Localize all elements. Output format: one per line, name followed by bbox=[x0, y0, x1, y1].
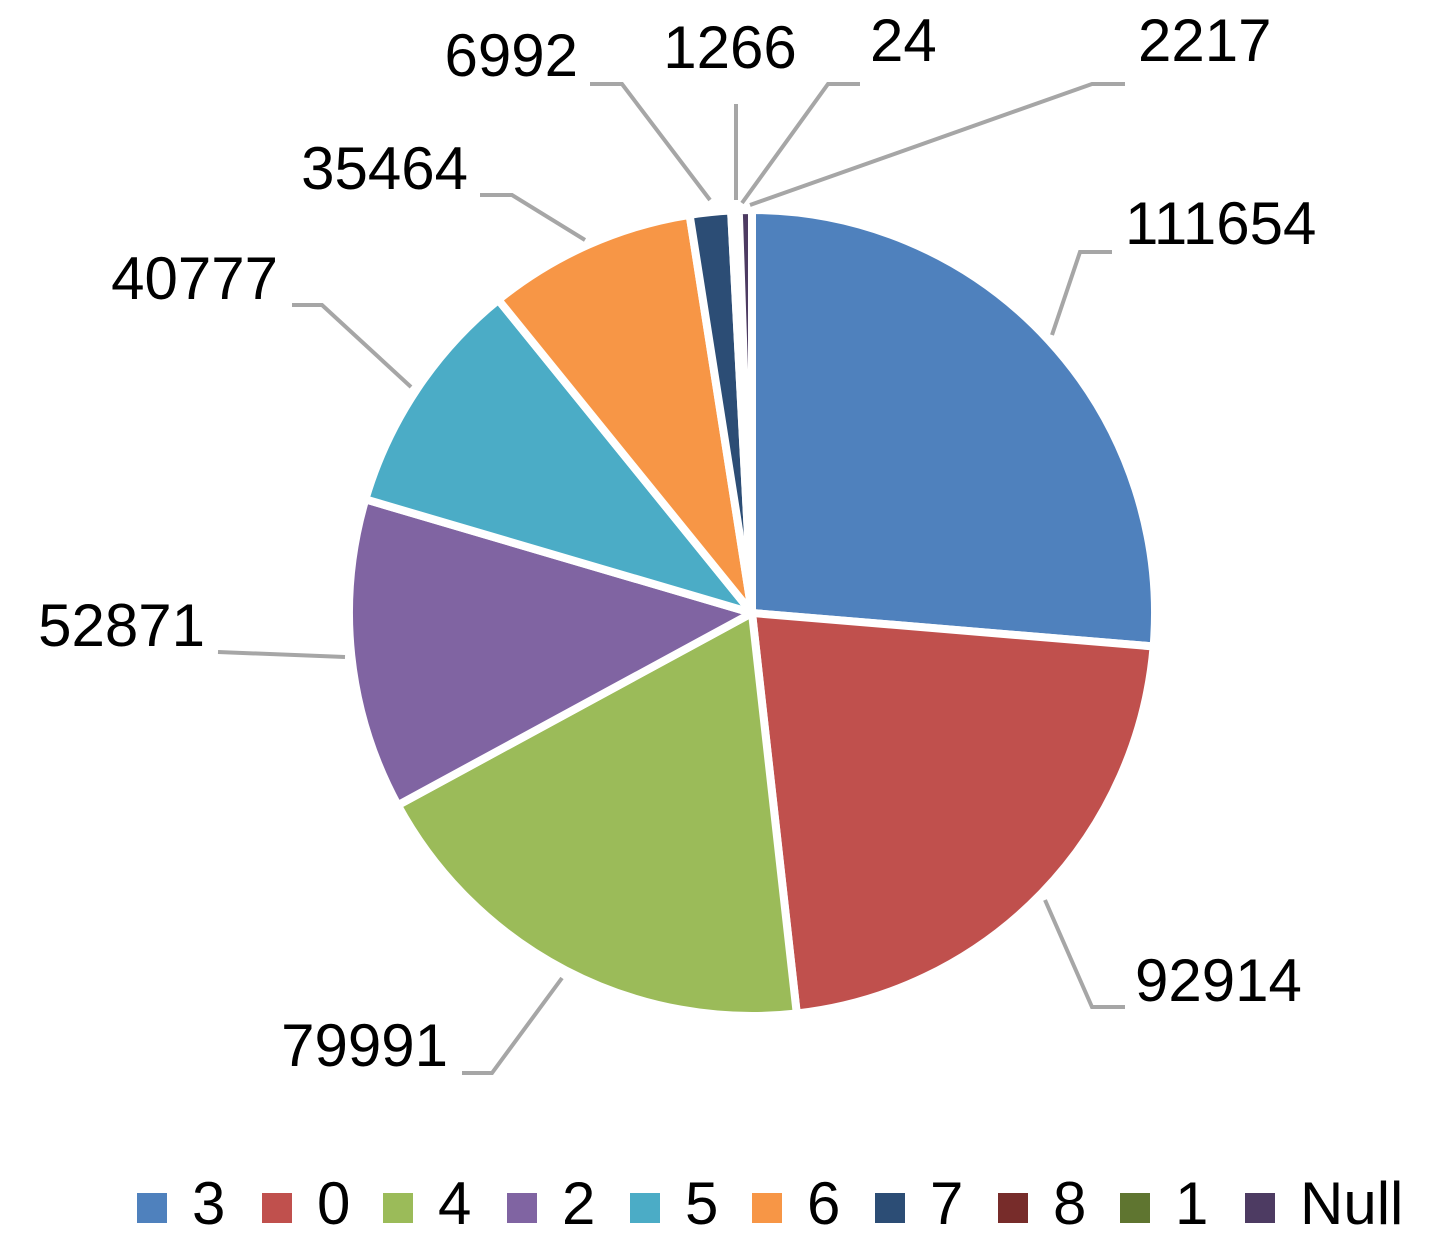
leader-line bbox=[217, 650, 346, 659]
data-label: 1266 bbox=[663, 14, 796, 81]
legend-swatch bbox=[262, 1193, 292, 1223]
data-label: 24 bbox=[870, 7, 937, 74]
leader-line bbox=[1043, 899, 1125, 1009]
legend-swatch bbox=[507, 1193, 537, 1223]
leader-line bbox=[292, 303, 413, 389]
pie-slice bbox=[393, 609, 801, 1020]
legend-label: 0 bbox=[317, 1170, 350, 1237]
legend-label: 4 bbox=[438, 1170, 471, 1237]
pie-slice bbox=[734, 205, 756, 617]
leader-line bbox=[740, 82, 860, 205]
data-label: 6992 bbox=[445, 22, 578, 89]
leader-line bbox=[480, 193, 587, 242]
legend-swatch bbox=[752, 1193, 782, 1223]
legend-label: 1 bbox=[1175, 1170, 1208, 1237]
leader-line bbox=[1050, 250, 1112, 336]
data-label: 2217 bbox=[1138, 7, 1271, 74]
legend-label: 6 bbox=[807, 1170, 840, 1237]
pie-slice bbox=[748, 609, 1158, 1018]
legend-label: 8 bbox=[1053, 1170, 1086, 1237]
legend-label: Null bbox=[1300, 1170, 1403, 1237]
legend-swatch bbox=[998, 1193, 1028, 1223]
data-label: 35464 bbox=[301, 135, 468, 202]
pie-slice bbox=[748, 206, 1160, 651]
legend-swatch bbox=[630, 1193, 660, 1223]
legend-label: 3 bbox=[192, 1170, 225, 1237]
leader-line bbox=[749, 82, 1125, 207]
legend-label: 5 bbox=[685, 1170, 718, 1237]
legend-swatch bbox=[875, 1193, 905, 1223]
leader-line bbox=[462, 976, 564, 1075]
leader-line bbox=[590, 82, 712, 202]
pie-slice bbox=[345, 495, 756, 810]
legend-label: 2 bbox=[562, 1170, 595, 1237]
legend-swatch bbox=[1245, 1193, 1275, 1223]
data-label: 40777 bbox=[111, 245, 278, 312]
data-label: 111654 bbox=[1125, 190, 1316, 257]
data-label: 79991 bbox=[281, 1012, 448, 1079]
legend-swatch bbox=[1120, 1193, 1150, 1223]
legend-label: 7 bbox=[930, 1170, 963, 1237]
pie-slice bbox=[361, 295, 756, 617]
legend-swatch bbox=[383, 1193, 413, 1223]
pie-slice bbox=[494, 210, 756, 617]
legend-swatch bbox=[137, 1193, 167, 1223]
data-label: 52871 bbox=[38, 592, 205, 659]
data-label: 92914 bbox=[1135, 947, 1302, 1014]
